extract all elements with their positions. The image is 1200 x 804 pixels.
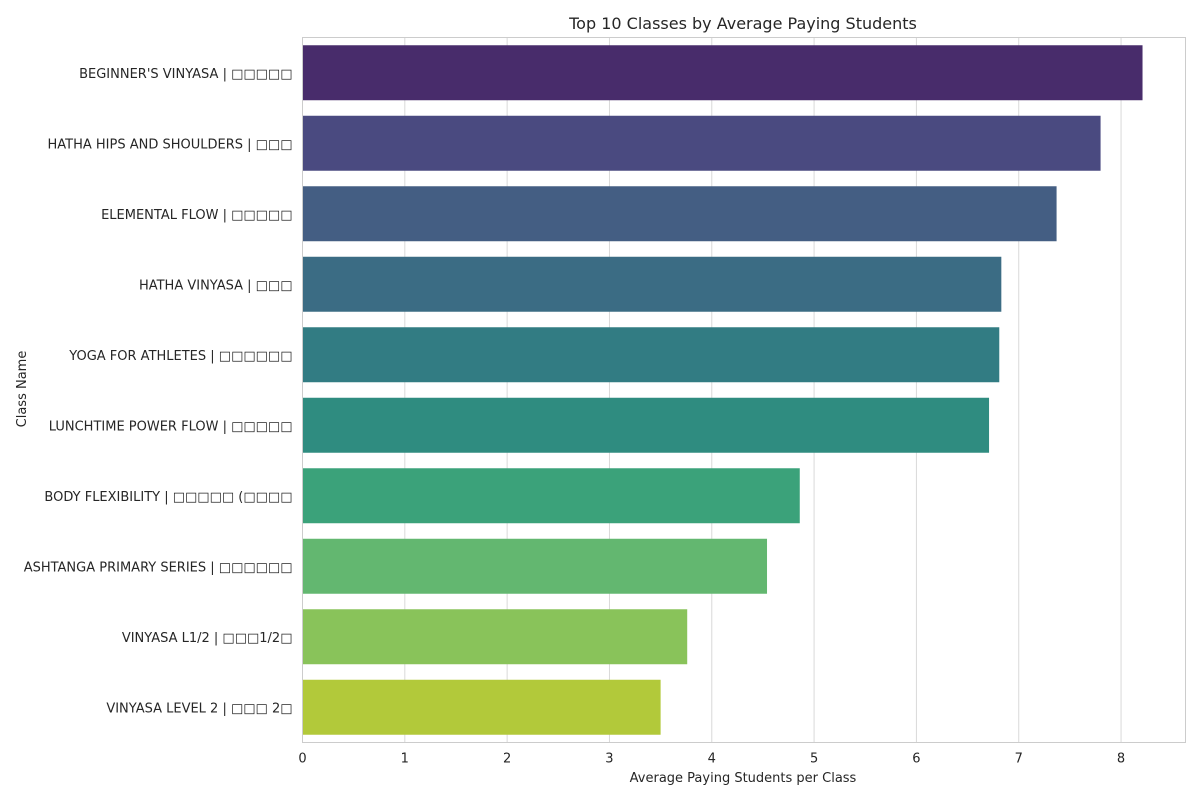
y-tick-label: HATHA HIPS AND SHOULDERS | □□□: [47, 137, 292, 152]
bar: [303, 327, 1000, 382]
bar: [303, 186, 1057, 241]
chart-title: Top 10 Classes by Average Paying Student…: [568, 14, 917, 33]
y-tick-label: BODY FLEXIBILITY | □□□□□ (□□□□: [44, 490, 292, 505]
bar: [303, 609, 688, 664]
y-tick-label: BEGINNER'S VINYASA | □□□□□: [79, 67, 292, 82]
y-tick-label: VINYASA LEVEL 2 | □□□ 2□: [106, 701, 292, 716]
x-tick-label: 7: [1015, 752, 1023, 767]
bar: [303, 468, 800, 523]
x-tick-label: 3: [605, 752, 613, 767]
y-tick-labels: BEGINNER'S VINYASA | □□□□□ HATHA HIPS AND…: [24, 67, 293, 717]
y-tick-label: ELEMENTAL FLOW | □□□□□: [101, 208, 292, 223]
x-tick-label: 8: [1117, 752, 1125, 767]
bar: [303, 45, 1143, 100]
y-tick-label: HATHA VINYASA | □□□: [139, 278, 293, 293]
bar: [303, 398, 990, 453]
y-tick-label: LUNCHTIME POWER FLOW | □□□□□: [49, 419, 293, 434]
x-tick-label: 5: [810, 752, 818, 767]
x-tick-label: 4: [708, 752, 716, 767]
x-tick-labels: 0 1 2 3 4 5 6 7 8: [298, 752, 1125, 767]
bars: [303, 45, 1143, 734]
y-axis-label: Class Name: [15, 351, 30, 428]
x-axis-label: Average Paying Students per Class: [630, 771, 857, 786]
bar: [303, 116, 1101, 171]
x-tick-label: 1: [401, 752, 409, 767]
x-tick-label: 0: [298, 752, 306, 767]
y-tick-label: YOGA FOR ATHLETES | □□□□□□: [68, 349, 292, 364]
x-tick-label: 6: [912, 752, 920, 767]
bar: [303, 539, 768, 594]
bar: [303, 680, 661, 735]
bar: [303, 257, 1002, 312]
y-tick-label: ASHTANGA PRIMARY SERIES | □□□□□□: [24, 560, 293, 575]
x-tick-label: 2: [503, 752, 511, 767]
y-tick-label: VINYASA L1/2 | □□□1/2□: [122, 631, 293, 646]
